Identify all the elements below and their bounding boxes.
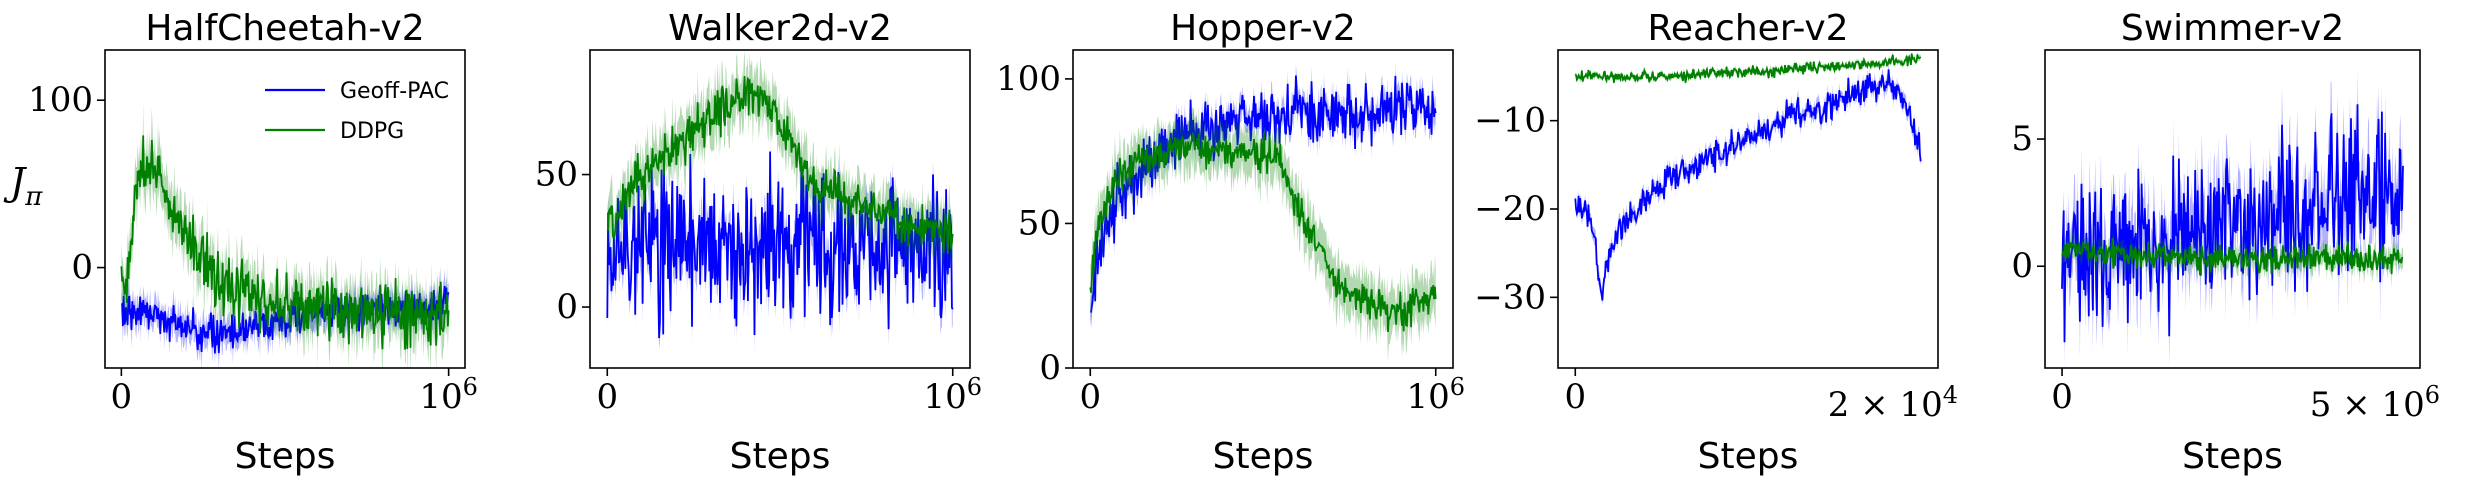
series-line-1 [2061, 104, 2404, 343]
xtick-label: 106 [1406, 373, 1465, 417]
x-multiplier: 5 × 106 [2310, 381, 2440, 425]
series-line-2 [120, 135, 450, 350]
axes-frame [589, 49, 971, 369]
ytick-label: 50 [1018, 203, 1061, 243]
panel-4: Reacher-v2 −30 −20 −10 0 2 × 104 Steps [1474, 8, 1958, 477]
x-axis-label: Steps [2182, 436, 2283, 477]
x-axis-label: Steps [235, 436, 336, 477]
xtick-label: 0 [2051, 377, 2073, 417]
legend-label-1: Geoff-PAC [340, 79, 449, 104]
panel-2: Walker2d-v2 0 50 0 106 Steps [535, 8, 982, 477]
panel-5: Swimmer-v2 0 5 0 5 × 106 Steps [2011, 8, 2440, 477]
plot-area [1089, 62, 1437, 363]
legend-label-2: DDPG [340, 119, 404, 144]
xtick-label: 0 [111, 377, 133, 417]
series-line-1 [606, 151, 954, 339]
panel-title: Reacher-v2 [1647, 8, 1848, 49]
ytick-label: −20 [1474, 189, 1546, 229]
xtick-label: 106 [923, 373, 982, 417]
panel-3: Hopper-v2 0 50 100 0 106 Steps [996, 8, 1465, 477]
xtick-label: 0 [1564, 377, 1586, 417]
series-band-1 [1575, 61, 1921, 306]
ytick-label: 100 [28, 80, 93, 120]
ytick-label: 0 [556, 287, 578, 327]
xtick-label: 106 [419, 373, 478, 417]
axes-frame [2044, 49, 2421, 369]
ytick-label: −30 [1474, 277, 1546, 317]
series-band-2 [607, 50, 953, 281]
ytick-label: 5 [2011, 119, 2033, 159]
series-line-1 [1574, 69, 1922, 301]
series-line-2 [2061, 238, 2404, 276]
series-line-2 [1574, 53, 1922, 84]
series-line-2 [1089, 132, 1437, 333]
panel-title: Swimmer-v2 [2121, 8, 2344, 49]
panel-1: HalfCheetah-v2 0 100 0 106 Steps Jπ [3, 8, 478, 477]
xtick-label: 0 [596, 377, 618, 417]
ytick-label: 50 [535, 155, 578, 195]
plot-area [2061, 71, 2404, 368]
ytick-label: 0 [71, 248, 93, 288]
panel-title: HalfCheetah-v2 [145, 8, 424, 49]
axes-frame [104, 49, 466, 369]
legend: Geoff-PAC DDPG [265, 79, 449, 144]
x-axis-label: Steps [730, 436, 831, 477]
y-axis-label: Jπ [3, 160, 43, 212]
xtick-label: 0 [1079, 377, 1101, 417]
series-line-2 [606, 76, 954, 254]
axes-frame [1072, 49, 1454, 369]
plot-area [120, 103, 450, 368]
axes-frame [1557, 49, 1939, 369]
ytick-label: 0 [1039, 348, 1061, 388]
ytick-label: 0 [2011, 246, 2033, 286]
series-line-1 [1090, 75, 1437, 313]
ytick-label: −10 [1474, 101, 1546, 141]
ytick-label: 100 [996, 59, 1061, 99]
plot-area [606, 50, 954, 355]
panel-title: Hopper-v2 [1170, 8, 1356, 49]
x-multiplier: 2 × 104 [1828, 381, 1958, 425]
x-axis-label: Steps [1698, 436, 1799, 477]
x-axis-label: Steps [1213, 436, 1314, 477]
panel-title: Walker2d-v2 [668, 8, 892, 49]
series-band-2 [1575, 50, 1921, 86]
plot-area [1574, 50, 1922, 306]
